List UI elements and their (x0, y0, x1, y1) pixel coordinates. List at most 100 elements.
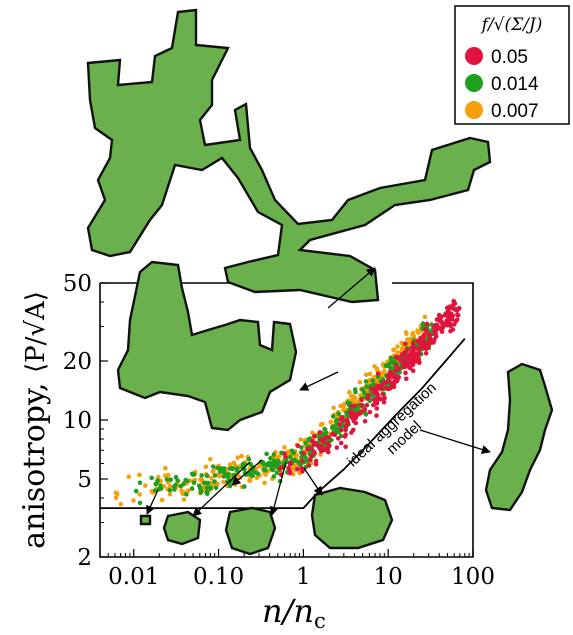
point-0.007 (286, 451, 291, 456)
point-0.05 (374, 383, 380, 389)
point-0.014 (387, 361, 392, 367)
point-0.007 (367, 371, 373, 377)
legend: f/√(Σ/J) 0.05 0.014 0.007 (454, 5, 570, 125)
arrow-5 (231, 459, 263, 486)
small-cluster-3 (162, 510, 202, 546)
medium-cluster (116, 260, 298, 432)
legend-label-2: 0.007 (491, 101, 539, 122)
point-0.014 (137, 500, 143, 506)
point-0.05 (312, 433, 317, 439)
model-curve (100, 338, 466, 510)
point-0.05 (437, 318, 442, 324)
point-0.014 (370, 378, 376, 384)
y-axis-title-text: anisotropy, ⟨P/√A⟩ (17, 291, 52, 549)
x-tick-label-1: 0.10 (193, 564, 244, 590)
point-0.05 (312, 451, 317, 456)
point-0.05 (419, 344, 425, 350)
point-0.014 (217, 469, 223, 474)
point-0.014 (268, 456, 273, 461)
point-0.014 (334, 417, 340, 423)
point-0.014 (298, 462, 303, 468)
point-0.05 (382, 395, 387, 401)
point-0.05 (431, 340, 436, 345)
x-tick-label-3: 10 (374, 564, 403, 590)
point-0.014 (331, 424, 336, 429)
point-0.007 (137, 492, 142, 497)
arrow-6 (192, 461, 251, 517)
point-0.05 (425, 340, 430, 346)
point-0.014 (215, 465, 221, 471)
point-0.05 (350, 416, 356, 422)
point-0.05 (322, 435, 328, 441)
point-0.05 (455, 313, 461, 318)
point-0.05 (305, 446, 310, 452)
model-curve-group (100, 338, 466, 510)
point-0.05 (452, 307, 458, 312)
large-cluster (86, 8, 492, 304)
point-0.007 (347, 389, 352, 395)
point-0.014 (191, 480, 197, 486)
point-0.007 (395, 350, 401, 355)
point-0.007 (328, 419, 334, 425)
model-annotation-line1: ideal aggregation (344, 379, 440, 470)
point-0.05 (386, 375, 391, 380)
point-0.014 (204, 473, 210, 479)
point-0.05 (423, 327, 428, 332)
point-0.007 (168, 483, 173, 489)
point-0.014 (274, 470, 280, 476)
point-0.05 (375, 371, 381, 377)
point-0.05 (372, 390, 377, 395)
point-0.05 (410, 368, 416, 374)
point-0.05 (442, 312, 448, 318)
point-0.007 (113, 495, 119, 501)
point-0.014 (261, 467, 266, 472)
point-0.007 (137, 472, 142, 478)
point-0.05 (383, 385, 389, 391)
point-0.014 (383, 363, 389, 368)
point-0.014 (304, 459, 309, 464)
point-0.05 (337, 422, 342, 427)
point-0.014 (299, 445, 304, 450)
point-0.05 (295, 466, 300, 472)
point-0.014 (155, 479, 160, 485)
point-0.007 (162, 473, 168, 478)
point-0.014 (322, 426, 327, 432)
point-0.007 (395, 344, 400, 349)
point-0.05 (362, 419, 368, 424)
y-tick-label-1: 5 (77, 467, 92, 493)
point-0.007 (209, 476, 214, 481)
point-0.05 (315, 443, 321, 449)
point-0.014 (261, 461, 267, 467)
point-0.05 (444, 305, 450, 311)
cluster-arrows (146, 267, 491, 517)
point-0.05 (325, 441, 331, 446)
point-0.007 (406, 341, 411, 347)
point-0.014 (242, 484, 247, 489)
point-0.05 (439, 314, 444, 320)
axis-ticks: 0.01 0.10 1 10 100 2 5 10 20 50 (63, 271, 495, 590)
point-0.014 (330, 414, 336, 419)
point-0.05 (434, 327, 440, 332)
point-0.05 (407, 352, 412, 358)
point-0.05 (417, 351, 422, 356)
arrow-0 (327, 267, 376, 309)
point-0.05 (423, 346, 429, 352)
point-0.014 (352, 387, 358, 392)
point-0.05 (412, 345, 418, 350)
point-0.007 (143, 483, 148, 488)
point-0.05 (359, 402, 365, 408)
point-0.014 (204, 480, 209, 486)
point-0.014 (264, 451, 269, 457)
point-0.014 (388, 355, 394, 361)
arrow-4 (269, 461, 287, 516)
point-0.014 (363, 412, 369, 417)
point-0.05 (440, 324, 446, 330)
point-0.007 (239, 453, 244, 459)
point-0.014 (255, 471, 261, 477)
point-0.05 (372, 401, 377, 407)
legend-label-1: 0.014 (491, 74, 539, 95)
point-0.007 (352, 395, 358, 401)
point-0.05 (434, 322, 440, 328)
point-0.05 (345, 420, 351, 426)
